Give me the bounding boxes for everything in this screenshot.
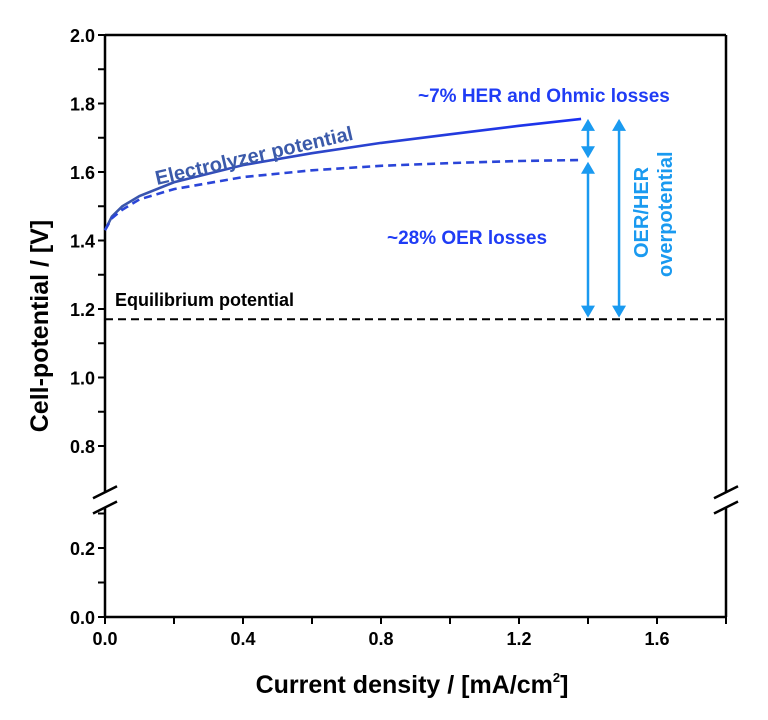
y-tick-label: 1.8 — [70, 95, 95, 115]
y-tick-label: 0.0 — [70, 608, 95, 628]
x-tick-label: 0.4 — [230, 629, 255, 649]
electrolyzer-label: Electrolyzer potential — [153, 123, 355, 190]
arrows-layer — [581, 118, 627, 318]
y-tick-label: 2.0 — [70, 26, 95, 46]
overpotential-label-2: overpotential — [655, 151, 677, 277]
overpotential-label-1: OER/HER — [631, 166, 653, 258]
equilibrium-label: Equilibrium potential — [115, 290, 294, 310]
x-tick-label: 1.2 — [506, 629, 531, 649]
axis-break-mark — [713, 500, 739, 515]
oer-arrow-head-down — [581, 305, 595, 318]
series-layer — [103, 117, 726, 321]
x-tick-label: 0.0 — [92, 629, 117, 649]
y-tick-label: 1.2 — [70, 300, 95, 320]
oer-curve — [103, 158, 582, 231]
x-axis-label: Current density / [mA/cm2] — [256, 670, 569, 699]
overpotential-arrow-head-down — [612, 305, 627, 318]
y-tick-label: 1.6 — [70, 163, 95, 183]
axes: 0.0 0.4 0.8 1.2 1.6 0.8 1.0 1.2 1.4 1.6 1.8 2.0 0.0 0… — [70, 26, 739, 649]
her-ohmic-arrow-head-up — [581, 118, 595, 131]
axis-break-mark — [92, 500, 118, 515]
y-tick-label: 0.8 — [70, 437, 95, 457]
overpotential-arrow-head-up — [612, 118, 627, 131]
y-tick-label: 0.2 — [70, 539, 95, 559]
y-axis-label: Cell-potential / [V] — [26, 220, 54, 433]
axis-break-mark — [713, 485, 739, 500]
oer-label: ~28% OER losses — [387, 228, 547, 249]
electrolyzer-curve — [103, 117, 582, 231]
oer-arrow-head-up — [581, 161, 595, 174]
x-tick-label: 1.6 — [644, 629, 669, 649]
her-ohmic-arrow-head-down — [581, 146, 595, 159]
axis-break-mark — [92, 485, 118, 500]
y-tick-label: 1.4 — [70, 232, 95, 252]
her-ohmic-label: ~7% HER and Ohmic losses — [418, 86, 670, 107]
x-tick-label: 0.8 — [368, 629, 393, 649]
y-tick-label: 1.0 — [70, 369, 95, 389]
